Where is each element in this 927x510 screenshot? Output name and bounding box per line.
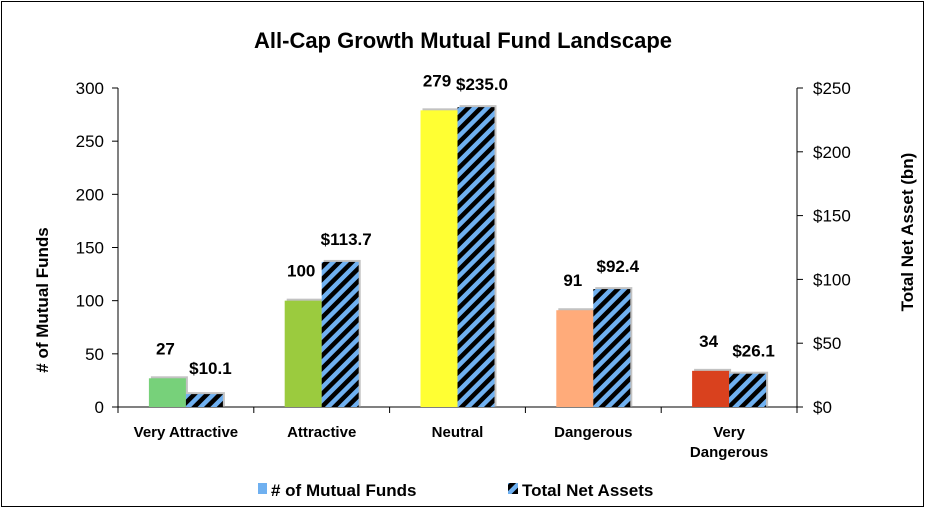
legend-swatch-assets [508,483,518,494]
y-right-tick-label: $0 [813,398,832,417]
data-label-assets: $235.0 [456,75,508,94]
data-label-assets: $113.7 [321,230,372,249]
bar-assets [729,373,767,407]
y-left-tick-label: 100 [76,292,104,311]
data-label-assets: $26.1 [732,342,775,361]
y-left-tick-label: 0 [95,398,104,417]
y-left-tick-label: 150 [76,239,104,258]
bar-assets [593,289,631,407]
bar-funds [148,378,186,407]
data-label-assets: $10.1 [189,359,232,378]
legend-swatch-funds [258,483,267,494]
bar-funds [556,310,594,407]
y-left-tick-label: 300 [76,79,104,98]
bar-assets [321,261,359,407]
y-right-tick-label: $50 [813,334,841,353]
y-axis-right-title: Total Net Asset (bn) [898,153,917,312]
data-label-funds: 100 [287,262,315,281]
bar-assets [185,394,223,407]
data-label-funds: 279 [423,71,451,90]
legend-label-assets: Total Net Assets [522,481,653,500]
x-category-label: Attractive [287,424,356,441]
data-labels: 27 $10.1 100 $113.7 279 $235.0 91 $92.4 34 $26.1 [156,71,775,378]
bar-funds [692,370,730,407]
x-category-label: Dangerous [554,424,632,441]
data-label-assets: $92.4 [597,257,640,276]
x-category-label: Neutral [432,424,484,441]
y-right-tick-label: $100 [813,270,851,289]
legend-label-funds: # of Mutual Funds [271,481,416,500]
data-label-funds: 27 [156,339,175,358]
y-axis-left-title: # of Mutual Funds [33,227,52,372]
y-right-tick-label: $200 [813,143,851,162]
bar-funds [420,110,458,407]
y-left-tick-label: 50 [85,345,104,364]
bars [148,105,769,407]
data-label-funds: 91 [563,271,582,290]
y-right-tick-label: $250 [813,79,851,98]
y-left-tick-label: 250 [76,132,104,151]
axes: 0 50 100 150 200 250 300 $0 $50 $100 $150 $200 $250 V… [76,79,851,461]
y-left-tick-label: 200 [76,185,104,204]
x-category-label: Dangerous [690,444,768,461]
x-category-label: Very Attractive [134,424,239,441]
bar-funds [284,300,322,407]
x-category-label: Very [713,424,745,441]
data-label-funds: 34 [699,332,718,351]
chart-title: All-Cap Growth Mutual Fund Landscape [254,28,672,53]
legend: # of Mutual Funds Total Net Assets [258,481,653,500]
bar-assets [457,107,495,407]
y-right-tick-label: $150 [813,207,851,226]
